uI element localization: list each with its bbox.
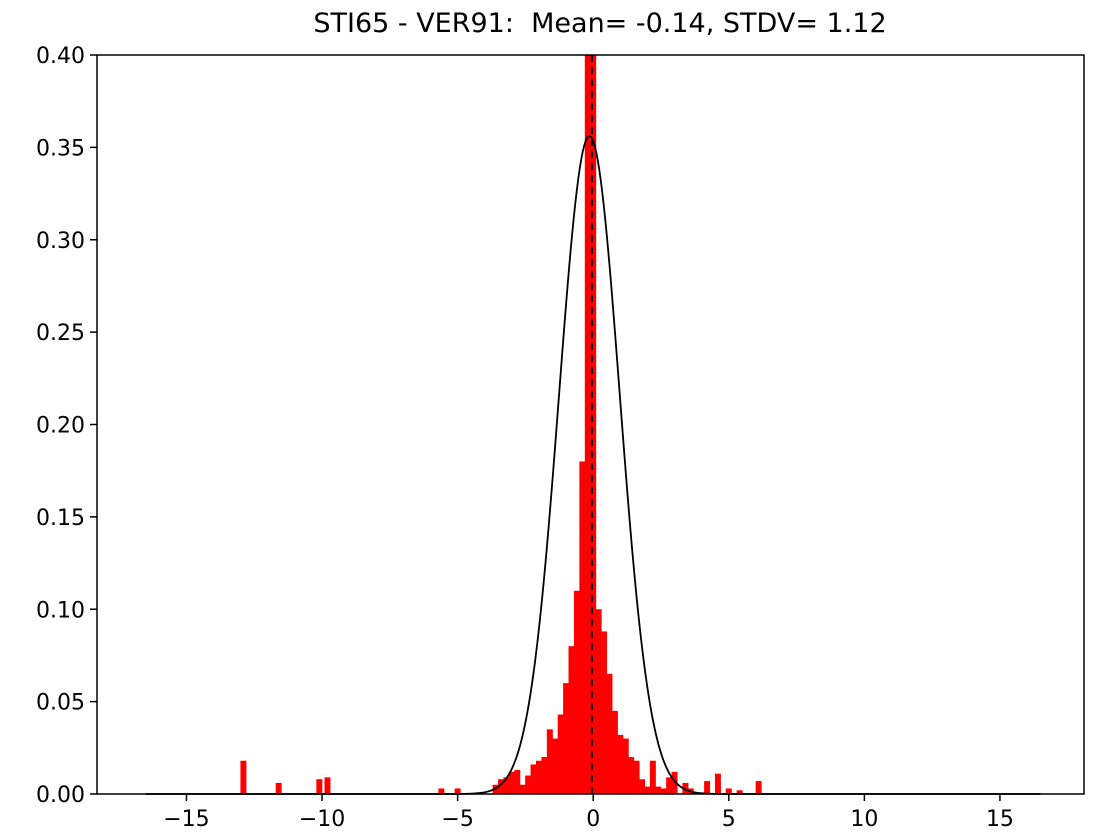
histogram-bar bbox=[563, 683, 570, 794]
histogram-bar bbox=[454, 788, 461, 794]
histogram-bar bbox=[240, 760, 247, 794]
histogram-bar bbox=[633, 760, 640, 794]
chart-title: STI65 - VER91: Mean= -0.14, STDV= 1.12 bbox=[313, 8, 887, 39]
histogram-bar bbox=[557, 714, 564, 794]
histogram-bar bbox=[503, 777, 510, 794]
histogram-bar bbox=[316, 779, 323, 794]
histogram-bar bbox=[568, 646, 575, 794]
y-tick-label: 0.15 bbox=[36, 506, 85, 531]
histogram-bar bbox=[671, 771, 678, 794]
histogram-bar bbox=[644, 786, 651, 794]
histogram-bar bbox=[514, 769, 521, 794]
x-tick-label: 15 bbox=[986, 807, 1014, 832]
y-tick-label: 0.35 bbox=[36, 136, 85, 161]
histogram-bar bbox=[324, 777, 331, 794]
histogram-bar bbox=[552, 738, 559, 794]
histogram-bar bbox=[438, 788, 445, 794]
y-tick-label: 0.20 bbox=[36, 414, 85, 439]
histogram-bar bbox=[546, 729, 553, 794]
histogram-bar bbox=[595, 609, 602, 794]
histogram-bar bbox=[573, 590, 580, 794]
histogram-bar bbox=[736, 790, 743, 794]
histogram-bar bbox=[525, 775, 532, 794]
histogram-bar bbox=[601, 631, 608, 794]
histogram-bars bbox=[240, 55, 762, 794]
x-axis-ticks: −15 −10 −5 0 5 10 15 bbox=[163, 794, 1014, 832]
histogram-bar bbox=[590, 55, 597, 794]
y-tick-label: 0.30 bbox=[36, 229, 85, 254]
histogram-bar bbox=[498, 779, 505, 794]
histogram-bar bbox=[584, 55, 591, 794]
histogram-bar bbox=[714, 773, 721, 794]
histogram-bar bbox=[622, 738, 629, 794]
x-tick-label: −5 bbox=[441, 807, 473, 832]
x-tick-label: 5 bbox=[722, 807, 736, 832]
histogram-bar bbox=[655, 786, 662, 794]
histogram-bar bbox=[617, 734, 624, 794]
y-tick-label: 0.25 bbox=[36, 321, 85, 346]
histogram-bar bbox=[682, 782, 689, 794]
histogram-bar bbox=[541, 757, 548, 794]
histogram-bar bbox=[508, 771, 515, 794]
x-tick-label: −15 bbox=[163, 807, 209, 832]
histogram-bar bbox=[530, 764, 537, 794]
histogram-bar bbox=[275, 782, 282, 794]
y-tick-label: 0.10 bbox=[36, 598, 85, 623]
y-tick-label: 0.40 bbox=[36, 44, 85, 69]
y-tick-label: 0.00 bbox=[36, 783, 85, 808]
histogram-bar bbox=[628, 757, 635, 794]
histogram-bar bbox=[519, 784, 526, 794]
histogram-bar bbox=[606, 673, 613, 794]
histogram-bar bbox=[704, 781, 711, 794]
x-tick-label: 10 bbox=[850, 807, 878, 832]
x-tick-label: −10 bbox=[299, 807, 345, 832]
x-tick-label: 0 bbox=[586, 807, 600, 832]
histogram-bar bbox=[535, 760, 542, 794]
histogram-bar bbox=[755, 781, 762, 794]
histogram-bar bbox=[666, 777, 673, 794]
histogram-bar bbox=[611, 710, 618, 794]
histogram-bar bbox=[660, 788, 667, 794]
y-axis-ticks: 0.00 0.05 0.10 0.15 0.20 0.25 0.30 0.35 0.40 bbox=[36, 44, 97, 808]
y-tick-label: 0.05 bbox=[36, 691, 85, 716]
histogram-bar bbox=[579, 461, 586, 794]
histogram-bar bbox=[725, 788, 732, 794]
histogram-bar bbox=[649, 760, 656, 794]
histogram-bar bbox=[639, 779, 646, 794]
